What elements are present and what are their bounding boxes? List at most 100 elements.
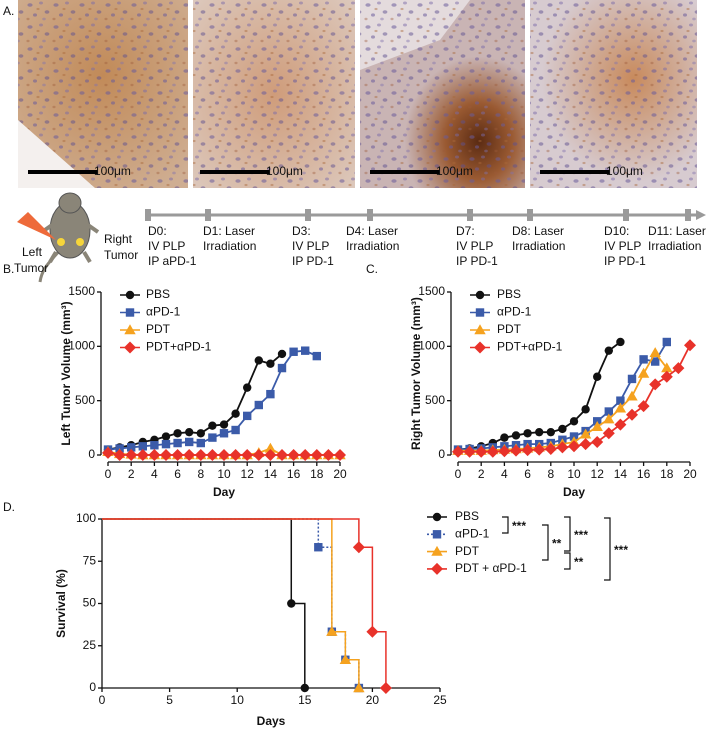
data-point — [208, 433, 217, 442]
legend-label: PBS — [497, 287, 521, 301]
tumor — [76, 238, 84, 246]
mouse-legs — [40, 223, 100, 264]
data-point — [651, 357, 660, 366]
data-point — [229, 449, 242, 461]
data-point — [138, 442, 147, 451]
data-point — [219, 429, 229, 438]
data-point — [301, 346, 310, 355]
significance-label: *** — [614, 543, 628, 557]
x-tick-label: 0 — [455, 467, 462, 481]
timeline-text: D4: Laser — [346, 224, 398, 238]
timeline-text: IV PLP — [292, 239, 329, 253]
data-point — [277, 349, 287, 359]
data-point — [637, 400, 650, 413]
tumor — [57, 238, 65, 246]
data-point — [161, 439, 171, 449]
step-segment — [331, 630, 347, 660]
x-tick-label: 8 — [197, 467, 204, 481]
data-point — [254, 400, 263, 410]
x-tick-label: 16 — [637, 467, 651, 481]
data-point — [546, 427, 555, 437]
significance-bracket — [564, 552, 571, 570]
x-tick-label: 14 — [264, 467, 278, 481]
panel-label: C. — [366, 262, 378, 276]
x-tick-label: 5 — [166, 693, 173, 707]
data-point — [194, 449, 207, 461]
significance-bracket — [604, 517, 611, 581]
timeline-text: IV PLP — [456, 239, 493, 253]
step-segment — [372, 630, 387, 688]
x-tick-label: 20 — [683, 467, 697, 481]
timeline-text: D11: Laser — [648, 224, 706, 238]
timeline-text: D0: — [148, 224, 167, 238]
x-tick-label: 14 — [614, 467, 628, 481]
data-point — [510, 444, 522, 457]
data-point — [252, 449, 265, 461]
legend-marker — [124, 324, 136, 335]
legend-marker — [125, 290, 135, 300]
data-point — [243, 411, 252, 421]
timeline-tick — [145, 209, 151, 221]
image-texture — [193, 0, 355, 188]
legend-label: PBS — [455, 509, 479, 523]
data-point — [196, 438, 205, 448]
data-point — [511, 431, 521, 440]
data-point — [243, 383, 252, 392]
data-point — [500, 433, 509, 442]
x-tick-label: 20 — [333, 467, 347, 481]
legend-marker — [432, 512, 442, 522]
data-point — [127, 443, 136, 452]
data-point — [535, 427, 544, 437]
legend-label: PDT — [455, 544, 480, 558]
timeline-text: IP PD-1 — [456, 254, 498, 268]
legend-label: PDT — [497, 322, 522, 336]
panel-label: B. — [3, 262, 14, 276]
step-segment — [102, 518, 293, 604]
data-point — [662, 337, 671, 347]
data-point — [231, 409, 240, 418]
significance-bracket — [564, 516, 571, 552]
data-point — [196, 429, 205, 438]
x-tick-label: 25 — [433, 693, 447, 707]
y-tick-label: 500 — [425, 393, 445, 407]
data-point — [626, 408, 638, 421]
data-point — [102, 446, 114, 459]
step-segment — [358, 546, 374, 632]
data-point — [498, 445, 511, 458]
data-point — [218, 449, 230, 461]
data-point — [125, 449, 138, 461]
data-point — [171, 449, 184, 461]
timeline-text: D10: — [604, 224, 629, 238]
y-tick-label: 100 — [76, 511, 96, 525]
data-point — [208, 421, 217, 430]
data-point — [649, 378, 662, 391]
step-segment — [291, 602, 306, 688]
data-point — [314, 543, 323, 552]
data-point — [616, 396, 625, 405]
legend-label: PDT+αPD-1 — [497, 340, 563, 354]
timeline-text: Irradiation — [512, 239, 565, 253]
x-tick-label: 2 — [128, 467, 135, 481]
data-point — [591, 435, 604, 448]
data-point — [463, 445, 476, 458]
data-point — [160, 449, 172, 461]
timeline-tick — [367, 209, 373, 221]
data-point — [533, 443, 546, 456]
legend-label: αPD-1 — [455, 526, 490, 540]
data-point — [616, 337, 625, 347]
timeline-tick — [623, 209, 629, 221]
data-point — [206, 449, 219, 461]
mouse — [17, 192, 100, 283]
step-segment — [345, 659, 360, 688]
timeline-arrow — [696, 210, 706, 220]
y-axis-title: Left Tumor Volume (mm³) — [59, 301, 73, 445]
data-point — [219, 420, 229, 429]
data-point — [649, 347, 661, 358]
step-segment — [345, 659, 360, 688]
y-tick-label: 0 — [438, 447, 445, 461]
timeline-text: Irradiation — [346, 239, 399, 253]
legend-marker — [432, 530, 442, 539]
significance-label: *** — [512, 519, 526, 533]
x-tick-label: 20 — [366, 693, 380, 707]
data-point — [113, 449, 126, 461]
